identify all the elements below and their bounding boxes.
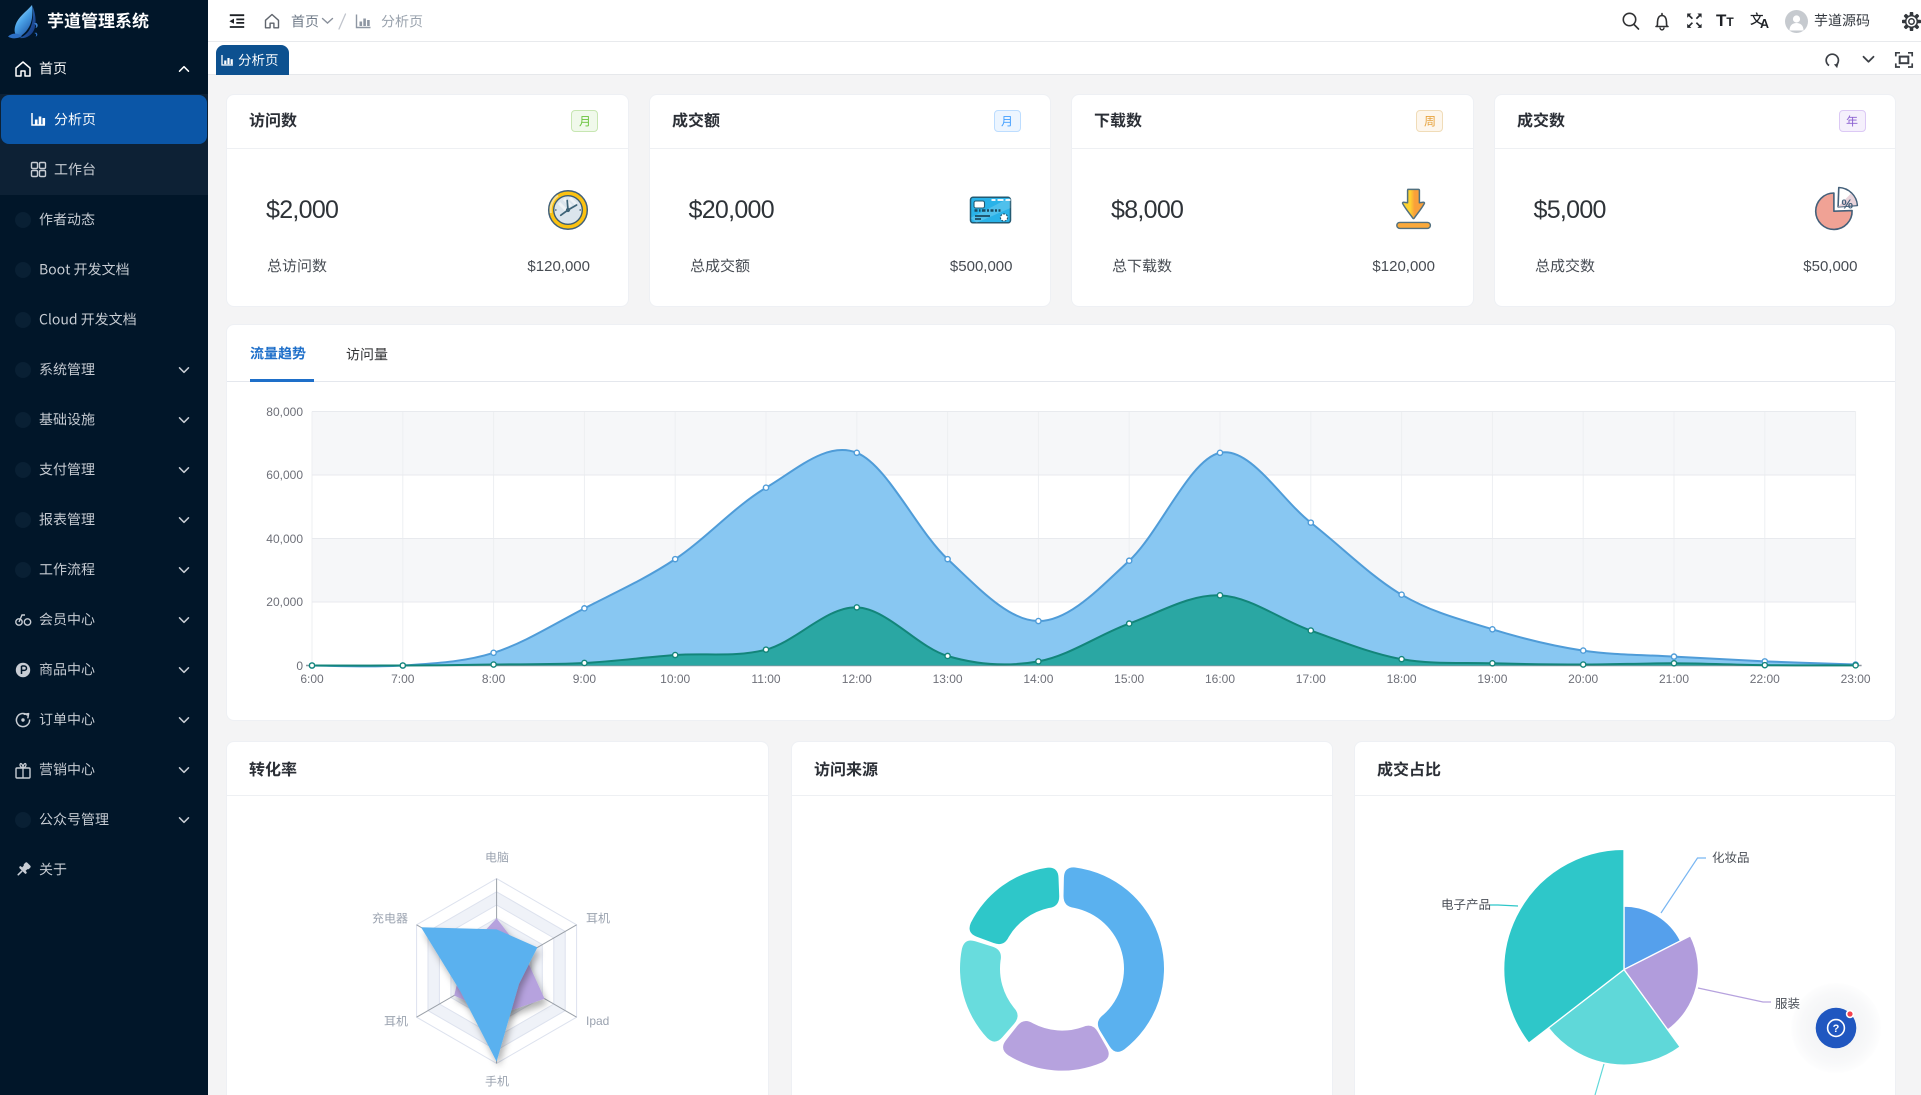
svg-text:%: %: [1842, 197, 1854, 212]
svg-text:?: ?: [1833, 1023, 1840, 1035]
